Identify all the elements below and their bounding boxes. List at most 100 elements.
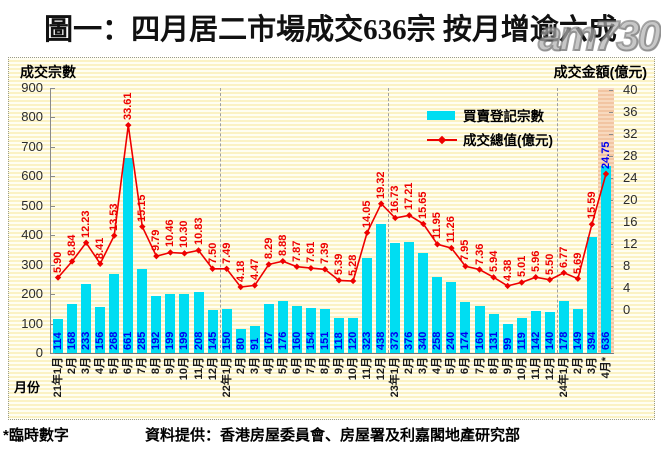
bar <box>221 308 232 353</box>
x-axis-tick-label: 6月 <box>459 357 472 375</box>
legend-item-line: 成交總值(億元) <box>427 127 553 151</box>
plot-area: 114 168 233 156 268 661 285 192 199 199 208 145 150 8… <box>21 81 637 398</box>
line-value-label: 8.41 <box>94 237 107 259</box>
line-value-label: 12.23 <box>80 210 93 238</box>
x-axis-tick-label: 9月 <box>164 357 177 375</box>
bar <box>263 303 274 353</box>
right-axis-tick-label: 16 <box>623 214 638 229</box>
x-axis-tick-label: 3月 <box>585 357 598 375</box>
bar <box>334 318 345 353</box>
left-axis-tick-mark <box>51 323 55 325</box>
right-axis-tick-label: 24 <box>623 170 638 185</box>
right-axis-tick-mark <box>609 178 613 179</box>
x-axis-tick-label: 2月 <box>403 357 416 375</box>
right-axis-tick-mark <box>609 112 613 113</box>
line-value-label: 19.32 <box>375 171 388 199</box>
bar <box>165 294 176 353</box>
bar <box>319 308 330 353</box>
x-axis-tick-label: 24年1月 <box>557 357 570 398</box>
bar <box>460 301 471 353</box>
bar <box>572 309 583 353</box>
line-value-label: 5.01 <box>515 256 528 278</box>
left-axis-tick-label: 100 <box>21 315 43 331</box>
bar <box>390 243 401 353</box>
line-value-label: 5.90 <box>52 251 65 273</box>
x-axis-tick-label: 2月 <box>234 357 247 375</box>
left-axis-tick-label: 700 <box>21 138 43 154</box>
line-value-label: 5.28 <box>347 254 360 276</box>
bar <box>404 242 415 353</box>
right-axis-tick-mark <box>609 310 613 311</box>
right-axis-tick-label: 32 <box>623 126 638 141</box>
bar <box>179 294 190 353</box>
line-value-label: 7.95 <box>459 239 472 262</box>
bar <box>488 314 499 353</box>
line-value-label: 15.15 <box>136 194 149 222</box>
x-axis-tick-label: 11月 <box>529 357 542 380</box>
bar <box>305 307 316 353</box>
right-axis-tick-mark <box>609 134 613 135</box>
x-axis-tick-label: 3月 <box>80 357 93 375</box>
line-value-label: 7.49 <box>220 242 233 264</box>
bar <box>446 282 457 353</box>
right-axis-tick-label: 28 <box>623 148 638 163</box>
x-axis-tick-label: 4月 <box>262 357 275 375</box>
left-axis-tick-mark <box>51 294 55 296</box>
right-axis-tick-mark <box>609 156 613 157</box>
left-axis-tick-mark <box>51 88 55 89</box>
line-value-label: 11.95 <box>431 212 444 240</box>
left-axis-tick-mark <box>51 117 55 119</box>
x-axis-tick-label: 12月 <box>543 357 556 381</box>
x-axis-tick-label: 4月 <box>94 357 107 375</box>
x-axis-tick-label: 10月 <box>515 357 528 381</box>
left-axis-title: 成交宗數 <box>20 64 76 80</box>
left-axis-tick-label: 400 <box>21 227 43 243</box>
line-value-label: 15.59 <box>585 191 598 220</box>
x-axis-tick-label: 8月 <box>487 357 500 375</box>
x-axis-tick-label: 8月 <box>150 357 163 375</box>
left-axis-tick-mark <box>51 264 55 266</box>
left-axis-tick-label: 800 <box>21 109 43 125</box>
x-axis-tick-label: 21年1月 <box>52 357 65 398</box>
right-axis-title: 成交金額(億元) <box>553 64 647 80</box>
line-value-label: 7.36 <box>473 243 486 265</box>
bar <box>544 311 555 353</box>
line-value-label: 5.96 <box>529 250 542 273</box>
left-axis-tick-label: 0 <box>35 345 43 360</box>
legend-line-swatch <box>427 135 457 144</box>
x-axis-tick-label: 9月 <box>501 357 514 375</box>
data-source-credit: 資料提供：香港房屋委員會、房屋署及利嘉閣地產研究部 <box>145 427 521 444</box>
bar <box>432 277 443 353</box>
year-separator-line <box>388 88 390 353</box>
line-value-label: 5.94 <box>487 250 500 273</box>
bar <box>600 165 611 353</box>
right-axis-tick-mark <box>609 288 613 289</box>
right-axis-tick-label: 20 <box>623 192 638 207</box>
bar <box>151 296 162 353</box>
legend-bar-label: 買賣登記宗數 <box>463 109 544 124</box>
line-value-label: 4.18 <box>234 260 247 282</box>
line-value-label: 8.84 <box>66 234 79 257</box>
x-axis-tick-label: 22年1月 <box>220 357 233 398</box>
bar <box>81 284 92 353</box>
bar <box>277 301 288 353</box>
right-axis-tick-mark <box>609 266 613 267</box>
legend-bar-swatch <box>427 110 455 120</box>
left-axis-tick-mark <box>51 353 55 354</box>
line-value-label: 14.05 <box>361 200 374 228</box>
x-axis-tick-label: 5月 <box>276 357 289 375</box>
bar <box>376 224 387 353</box>
bar <box>362 257 373 353</box>
line-value-label: 7.61 <box>304 241 317 264</box>
right-axis-tick-mark <box>609 222 613 223</box>
x-axis-tick-label: 10月 <box>178 357 191 381</box>
line-value-label: 24.75 <box>599 141 612 169</box>
year-separator-line <box>556 88 558 353</box>
line-value-label: 16.73 <box>389 185 402 213</box>
bar <box>474 305 485 353</box>
bar <box>109 274 120 353</box>
x-axis-tick-label: 6月 <box>290 357 303 375</box>
bar <box>137 269 148 353</box>
bar <box>586 237 597 353</box>
